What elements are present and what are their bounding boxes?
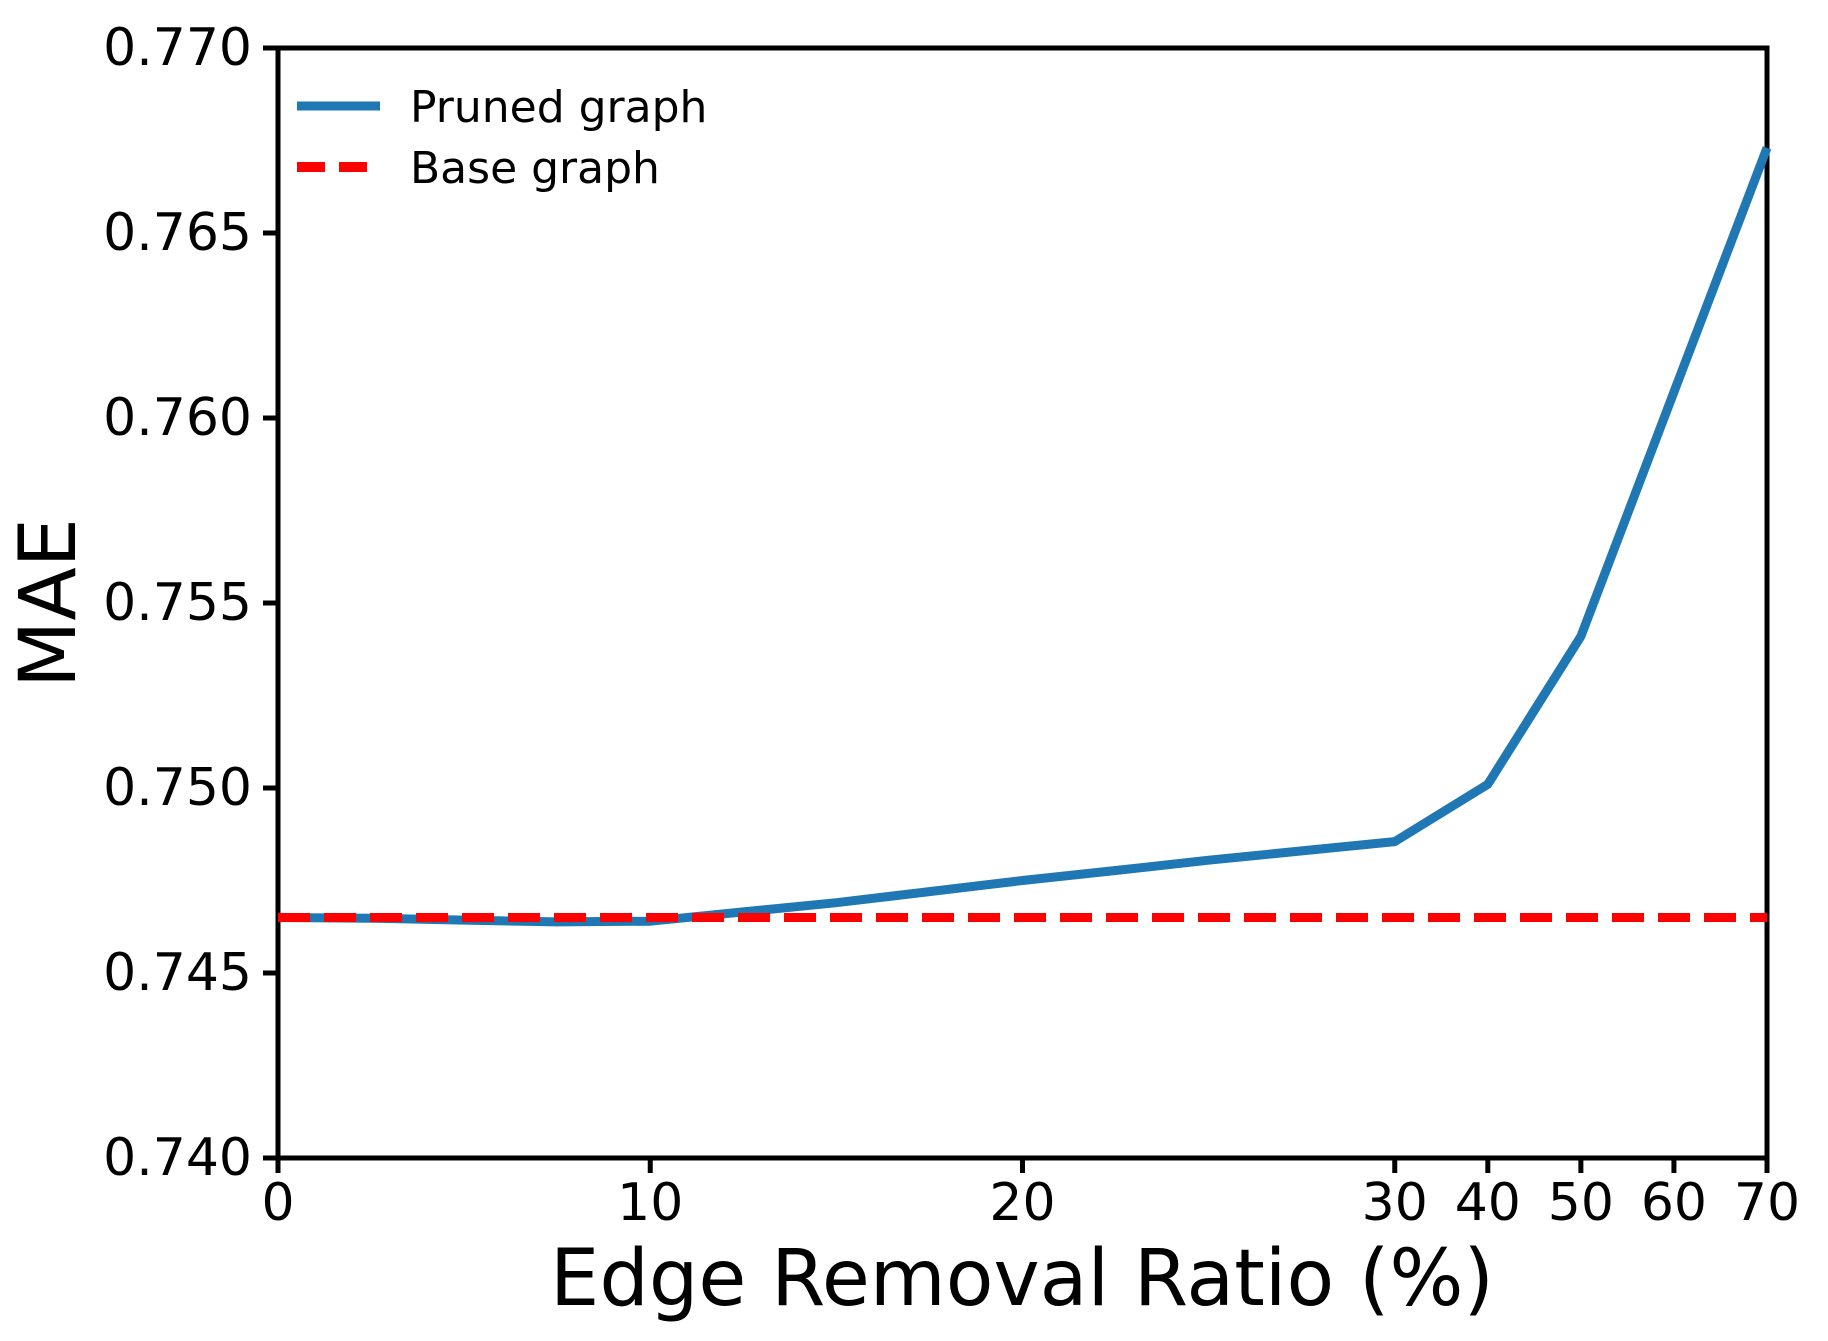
svg-text:0.760: 0.760: [103, 388, 252, 448]
x-axis-ticks: 0 10 20 30 40 50 60 70: [261, 1158, 1800, 1233]
svg-text:70: 70: [1734, 1173, 1800, 1233]
svg-text:60: 60: [1641, 1173, 1707, 1233]
pruned-graph-line: [277, 146, 1772, 927]
legend: Pruned graph Base graph: [297, 82, 707, 194]
svg-text:30: 30: [1362, 1173, 1428, 1233]
svg-text:10: 10: [617, 1173, 683, 1233]
svg-text:0.750: 0.750: [103, 758, 252, 818]
svg-text:20: 20: [989, 1173, 1055, 1233]
svg-text:0.745: 0.745: [103, 943, 252, 1003]
y-axis-ticks: 0.740 0.745 0.750 0.755 0.760 0.765 0.770: [103, 18, 278, 1188]
svg-text:50: 50: [1548, 1173, 1614, 1233]
svg-text:0: 0: [261, 1173, 294, 1233]
legend-label-base: Base graph: [410, 143, 660, 194]
y-axis-title: MAE: [4, 518, 94, 688]
plot-border: [275, 45, 1770, 1161]
svg-text:0.765: 0.765: [103, 203, 252, 263]
x-axis-title: Edge Removal Ratio (%): [550, 1234, 1494, 1324]
svg-text:0.770: 0.770: [103, 18, 252, 78]
svg-text:40: 40: [1455, 1173, 1521, 1233]
legend-label-pruned: Pruned graph: [410, 82, 707, 133]
svg-text:0.755: 0.755: [103, 573, 252, 633]
svg-text:0.740: 0.740: [103, 1128, 252, 1188]
